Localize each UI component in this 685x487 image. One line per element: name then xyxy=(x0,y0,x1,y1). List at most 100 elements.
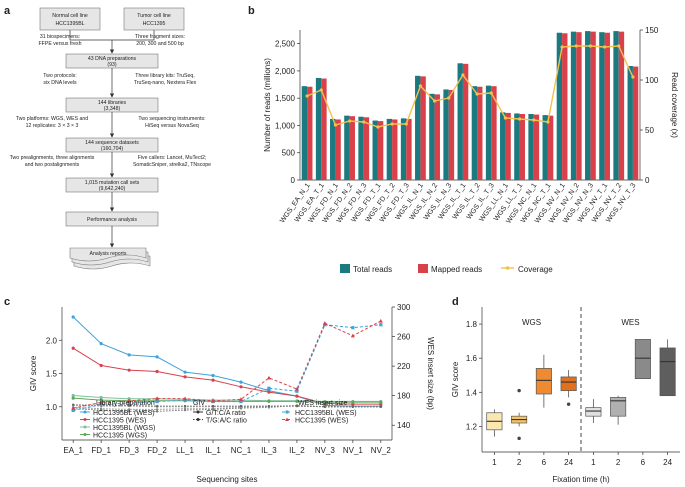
series-point xyxy=(155,410,159,413)
bar-total-reads xyxy=(570,31,577,180)
x-tick-label: FD_3 xyxy=(119,446,139,455)
x-tick-label: 2 xyxy=(517,458,522,467)
x-tick-label: 1 xyxy=(492,458,497,467)
series-point xyxy=(99,407,103,410)
series-point xyxy=(99,402,103,407)
bar-total-reads xyxy=(528,114,534,180)
panel-label-c: c xyxy=(4,296,10,308)
flow-text: Performance analysis xyxy=(87,217,137,223)
legend-item: HCC1395BL (WGS) xyxy=(93,425,155,432)
y-tick-label: 2.0 xyxy=(46,336,58,345)
series-point xyxy=(323,405,327,408)
series-point xyxy=(211,404,215,408)
series-point xyxy=(183,375,187,379)
coverage-point xyxy=(390,122,394,126)
series-point xyxy=(211,407,215,410)
series-point xyxy=(295,389,299,393)
chart-c: 1.0 1.5 2.0 140 180 220 260 300 GIV score WES ins… xyxy=(29,303,435,484)
x-tick-label: 24 xyxy=(564,458,573,467)
x-tick-label: FD_1 xyxy=(91,446,111,455)
series-point xyxy=(211,378,215,382)
flow-text: 144 libraries xyxy=(98,100,127,106)
y-tick-label: 1.5 xyxy=(46,370,58,379)
bar-mapped-reads xyxy=(618,31,625,180)
series-point xyxy=(183,407,187,410)
x-tick-label: IL_2 xyxy=(289,446,305,455)
coverage-point xyxy=(404,122,408,126)
bar-mapped-reads xyxy=(576,32,582,180)
series-point xyxy=(295,399,299,404)
bar-mapped-reads xyxy=(307,86,313,180)
coverage-point xyxy=(347,119,352,123)
coverage-point xyxy=(432,99,437,103)
bar-mapped-reads xyxy=(448,90,455,180)
series-point xyxy=(155,399,159,404)
series-point xyxy=(127,353,131,357)
series-point xyxy=(99,395,103,400)
series-point xyxy=(295,394,299,398)
box xyxy=(659,347,676,397)
y-tick-label: 2,500 xyxy=(275,40,296,49)
bar-mapped-reads xyxy=(533,114,540,180)
bar-mapped-reads xyxy=(420,76,426,180)
coverage-point xyxy=(319,88,323,92)
bar-mapped-reads xyxy=(562,33,568,180)
series-line xyxy=(73,320,382,409)
legend-swatch-dot xyxy=(285,410,289,414)
series-point xyxy=(127,408,131,411)
series-line xyxy=(72,347,381,405)
flow-text: Analysis reports xyxy=(90,251,127,257)
series-point xyxy=(378,318,383,323)
series-point xyxy=(155,408,159,411)
flow-text: (160,704) xyxy=(101,146,123,152)
series-point xyxy=(295,404,299,408)
flow-text: 1,015 mutation call sets xyxy=(85,180,140,186)
bar-total-reads xyxy=(429,93,435,180)
series-point xyxy=(71,406,76,410)
series-point xyxy=(155,404,159,408)
flow-text: Two platforms: WGS, WES and xyxy=(16,116,88,122)
flow-text: Two sequencing instruments: xyxy=(138,116,205,122)
bar-total-reads xyxy=(358,116,364,180)
series-line xyxy=(73,404,381,410)
flow-text: HCC1395 xyxy=(143,21,166,27)
series-point xyxy=(127,398,132,403)
legend-giv-title: GIV xyxy=(193,400,205,407)
bar-total-reads xyxy=(386,118,393,180)
series-point xyxy=(211,373,215,378)
series-point xyxy=(127,401,131,405)
series-point xyxy=(71,403,75,406)
box xyxy=(634,339,651,379)
series-point xyxy=(322,321,327,325)
series-point xyxy=(99,398,103,402)
coverage-point xyxy=(461,73,465,77)
x-tick-label: LL_1 xyxy=(176,446,194,455)
y-axis-label: GIV score xyxy=(29,355,38,391)
bar-total-reads xyxy=(344,115,350,180)
coverage-point xyxy=(503,116,508,120)
x-axis-label: Sequencing sites xyxy=(197,475,258,484)
series-point xyxy=(71,408,75,413)
y2-tick-label: 50 xyxy=(645,126,654,135)
legend-swatch-dot xyxy=(196,418,200,421)
flowchart: Normal cell line HCC1395BL Tumor cell li… xyxy=(10,7,211,270)
bar-total-reads xyxy=(443,89,449,180)
y-tick-label: 1.8 xyxy=(466,320,478,329)
x-tick-label: NV_2 xyxy=(371,446,392,455)
series-point xyxy=(239,404,243,408)
series-point xyxy=(238,397,243,401)
flow-text: TruSeq-nano, Nextera Flex xyxy=(134,80,197,86)
bar-mapped-reads xyxy=(604,32,610,181)
bar-total-reads xyxy=(330,118,336,180)
y2-tick-label: 0 xyxy=(645,176,650,185)
series-point xyxy=(350,333,355,338)
series-point xyxy=(71,346,75,350)
bar-total-reads xyxy=(415,75,421,180)
bar-mapped-reads xyxy=(477,86,483,180)
group-label-wgs: WGS xyxy=(522,318,541,327)
bar-total-reads xyxy=(542,115,548,180)
y2-tick-label: 300 xyxy=(397,303,411,312)
bar-mapped-reads xyxy=(462,63,469,181)
bar-mapped-reads xyxy=(363,117,370,180)
bar-mapped-reads xyxy=(392,119,398,180)
